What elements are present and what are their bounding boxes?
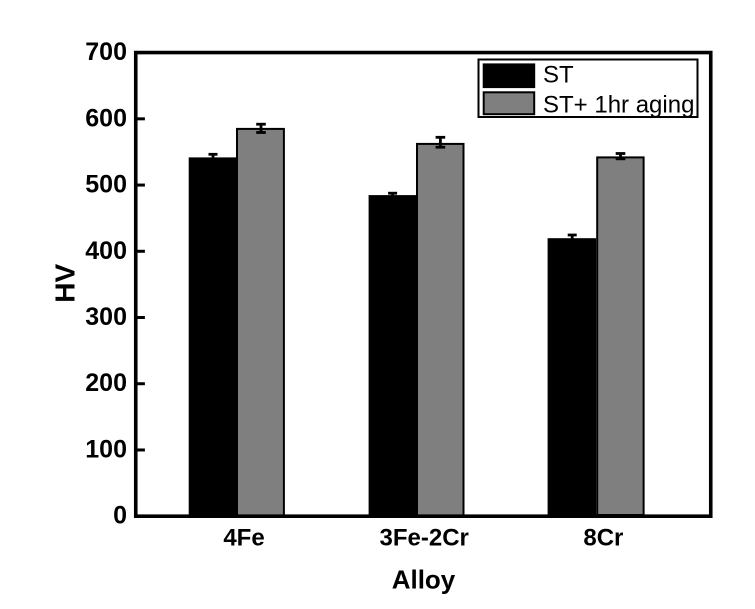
svg-text:3Fe-2Cr: 3Fe-2Cr (380, 525, 469, 552)
svg-text:Alloy: Alloy (392, 564, 456, 594)
svg-text:600: 600 (85, 104, 127, 132)
svg-text:ST: ST (543, 61, 574, 88)
svg-text:200: 200 (85, 369, 127, 397)
svg-text:ST+ 1hr aging: ST+ 1hr aging (543, 91, 694, 118)
svg-text:300: 300 (85, 303, 127, 331)
svg-text:0: 0 (113, 502, 127, 530)
svg-text:HV: HV (50, 264, 81, 303)
svg-text:400: 400 (85, 237, 127, 265)
svg-text:700: 700 (85, 38, 127, 66)
svg-text:100: 100 (85, 436, 127, 464)
svg-text:4Fe: 4Fe (223, 525, 264, 552)
svg-text:500: 500 (85, 171, 127, 199)
svg-text:8Cr: 8Cr (583, 525, 623, 552)
